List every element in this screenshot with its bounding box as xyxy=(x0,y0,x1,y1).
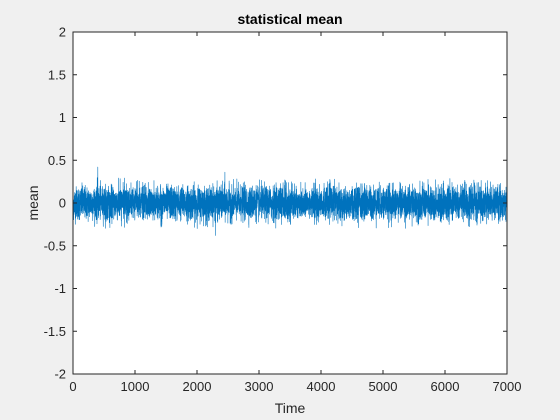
series-group xyxy=(72,166,508,236)
chart-title: statistical mean xyxy=(237,11,342,27)
x-axis-label: Time xyxy=(275,400,306,416)
y-tick-label: -0.5 xyxy=(44,238,66,253)
y-tick-label: 1 xyxy=(59,110,66,125)
y-tick-label: -1.5 xyxy=(44,324,66,339)
x-tick-label: 3000 xyxy=(245,379,274,394)
y-axis-label: mean xyxy=(25,185,41,220)
x-tick-label: 5000 xyxy=(369,379,398,394)
y-tick-label: 0 xyxy=(59,196,66,211)
y-tick-label: 2 xyxy=(59,25,66,40)
x-tick-label: 0 xyxy=(69,379,76,394)
y-tick-label: 1.5 xyxy=(48,67,66,82)
y-axis-ticks: 2 1.5 1 0.5 0 -0.5 -1 -1.5 -2 xyxy=(44,25,507,382)
y-tick-label: -2 xyxy=(54,367,66,382)
x-tick-label: 6000 xyxy=(431,379,460,394)
x-tick-label: 2000 xyxy=(183,379,212,394)
y-tick-label: -1 xyxy=(54,281,66,296)
x-tick-label: 4000 xyxy=(307,379,336,394)
x-axis-ticks: 0 1000 2000 3000 4000 5000 6000 7000 xyxy=(69,32,521,394)
x-tick-label: 7000 xyxy=(493,379,522,394)
x-tick-label: 1000 xyxy=(121,379,150,394)
series-line xyxy=(72,166,508,236)
y-tick-label: 0.5 xyxy=(48,153,66,168)
